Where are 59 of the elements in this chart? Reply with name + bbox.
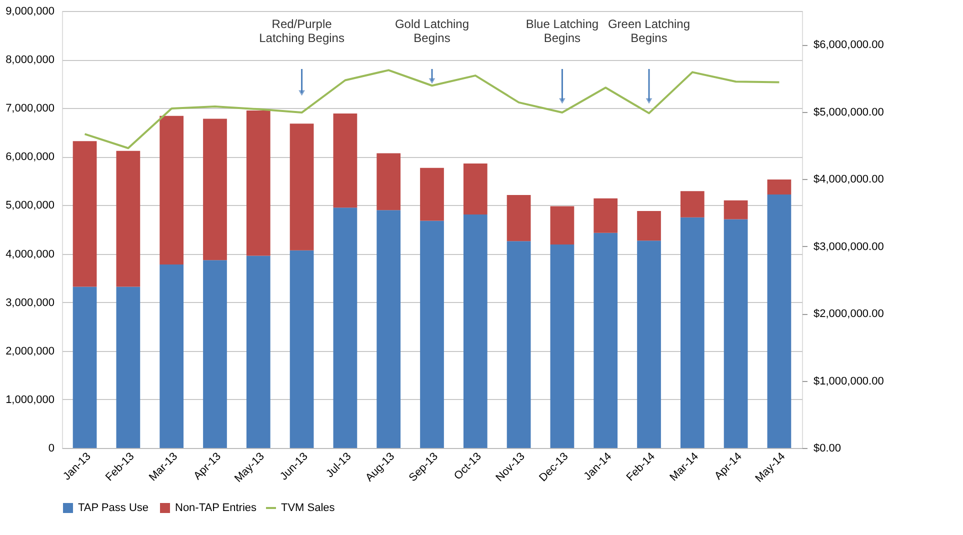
y-tick-label: 5,000,000 xyxy=(6,200,54,212)
bar xyxy=(550,244,574,448)
bar xyxy=(246,110,270,256)
bar xyxy=(724,200,748,220)
bar xyxy=(72,141,97,287)
y-tick-label: 7,000,000 xyxy=(6,102,54,115)
bar xyxy=(463,214,488,448)
y2-tick-label: $6,000,000.00 xyxy=(814,39,884,52)
y-tick-label: 2,000,000 xyxy=(6,345,54,358)
bar xyxy=(72,286,97,448)
y2-tick-label: $0.00 xyxy=(814,442,842,454)
bar xyxy=(376,153,401,210)
y-tick-label: 1,000,000 xyxy=(6,394,54,406)
bar xyxy=(724,219,748,448)
line-series xyxy=(84,69,780,150)
bar xyxy=(767,179,792,195)
annotation: Green Latching Begins xyxy=(608,17,690,45)
y-tick-label: 4,000,000 xyxy=(6,248,54,260)
bar xyxy=(160,116,184,264)
y-tick-label: 8,000,000 xyxy=(6,54,54,66)
bar xyxy=(506,195,531,242)
y2-tick-label: $4,000,000.00 xyxy=(814,174,884,186)
y-tick-label: 6,000,000 xyxy=(6,151,54,164)
y2-tick-label: $1,000,000.00 xyxy=(814,375,884,388)
annotation: Gold Latching Begins xyxy=(394,17,470,45)
bar xyxy=(680,191,704,218)
bar xyxy=(246,256,270,448)
bar xyxy=(376,210,401,448)
annotation: Red/Purple Latching Begins xyxy=(259,17,344,45)
bar xyxy=(594,198,618,233)
bar xyxy=(463,163,488,214)
bar xyxy=(333,208,358,448)
bar xyxy=(290,124,314,250)
y2-tick-label: $2,000,000.00 xyxy=(814,308,884,320)
y2-tick-label: $3,000,000.00 xyxy=(814,240,884,253)
legend-label: TVM Sales xyxy=(281,502,336,514)
bar xyxy=(203,260,227,448)
y-tick-label: 3,000,000 xyxy=(6,296,54,309)
bar xyxy=(203,118,227,260)
bar xyxy=(116,286,140,448)
bar xyxy=(290,250,314,448)
bar xyxy=(637,240,661,448)
bar xyxy=(420,220,444,448)
annotation: Blue Latching Begins xyxy=(526,17,599,45)
bar xyxy=(637,211,661,241)
bar xyxy=(594,232,618,448)
legend-label: TAP Pass Use xyxy=(78,502,149,514)
legend-label: Non-TAP Entries xyxy=(175,502,258,514)
bar xyxy=(160,264,184,448)
bar xyxy=(680,217,704,448)
y-tick-label: 0 xyxy=(48,442,54,454)
bar xyxy=(333,113,358,208)
bar xyxy=(116,150,140,287)
y-tick-label: 9,000,000 xyxy=(6,6,54,18)
bar xyxy=(506,241,531,448)
y2-tick-label: $5,000,000.00 xyxy=(814,106,884,118)
bar xyxy=(420,168,444,221)
bar xyxy=(767,194,792,448)
bar xyxy=(550,206,574,245)
